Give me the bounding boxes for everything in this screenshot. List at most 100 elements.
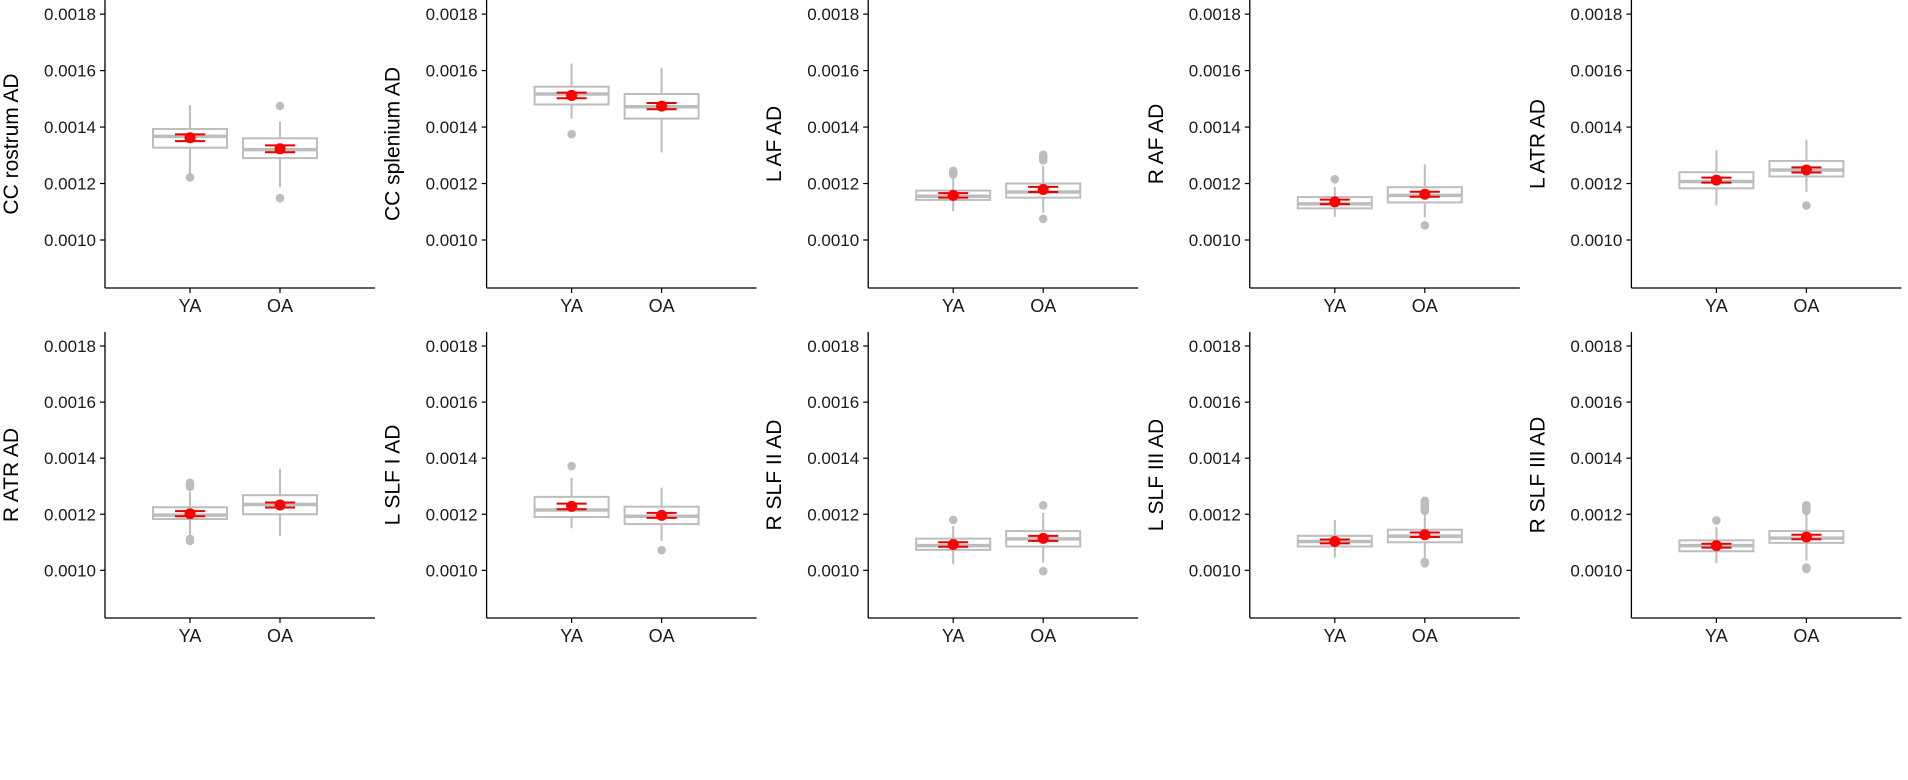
outlier-point [185, 173, 195, 182]
mean-point [1710, 540, 1722, 552]
outlier-point [1420, 221, 1430, 230]
y-axis-title: L SLF III AD [1145, 419, 1168, 531]
chart-panel: 0.0010 0.0012 0.0014 0.0016 0.0018 R SLF III … [1526, 332, 1902, 646]
x-tick-label: OA [1030, 296, 1056, 316]
y-tick-label: 0.0012 [807, 505, 859, 524]
y-axis-title: L AF AD [763, 106, 786, 182]
chart-panel: 0.0010 0.0012 0.0014 0.0016 0.0018 R ATR AD YA… [0, 332, 375, 646]
y-tick-label: 0.0018 [1570, 337, 1622, 356]
mean-point [947, 539, 959, 551]
y-tick-label: 0.0012 [426, 175, 478, 194]
y-tick-label: 0.0016 [426, 62, 478, 81]
y-tick-label: 0.0012 [1189, 505, 1241, 524]
outlier-point [567, 129, 576, 139]
y-tick-label: 0.0018 [807, 5, 859, 24]
outlier-point [1712, 516, 1721, 525]
x-tick-label: OA [267, 296, 293, 316]
outlier-point [1420, 559, 1430, 568]
mean-point [1037, 532, 1049, 544]
y-axis-title: R ATR AD [0, 428, 23, 522]
y-tick-label: 0.0012 [1570, 175, 1622, 194]
y-tick-label: 0.0016 [807, 393, 859, 412]
x-tick-label: OA [649, 626, 675, 646]
mean-point [656, 509, 668, 521]
chart-panel: 0.0010 0.0012 0.0014 0.0016 0.0018 L SLF III … [1145, 332, 1520, 646]
y-tick-label: 0.0012 [1570, 505, 1622, 524]
mean-point [947, 189, 959, 201]
y-tick-label: 0.0016 [44, 62, 96, 81]
mean-point [274, 499, 286, 511]
y-tick-label: 0.0010 [44, 231, 96, 250]
y-tick-label: 0.0014 [807, 118, 859, 137]
x-tick-label: YA [942, 626, 965, 646]
x-tick-label: YA [1323, 296, 1346, 316]
mean-point [1329, 196, 1341, 208]
mean-point [1419, 529, 1431, 541]
y-tick-label: 0.0018 [426, 337, 478, 356]
outlier-point [948, 170, 958, 179]
chart-panel: 0.0010 0.0012 0.0014 0.0016 0.0018 R AF AD YA O… [1145, 0, 1520, 316]
outlier-point [185, 482, 195, 492]
y-tick-label: 0.0016 [426, 393, 478, 412]
y-tick-label: 0.0014 [807, 449, 859, 468]
outlier-point [1038, 156, 1048, 165]
x-tick-label: OA [267, 626, 293, 646]
y-tick-label: 0.0010 [1189, 561, 1241, 580]
outlier-point [185, 536, 195, 546]
x-tick-label: OA [1412, 626, 1438, 646]
y-tick-label: 0.0010 [807, 561, 859, 580]
y-tick-label: 0.0016 [44, 393, 96, 412]
y-axis-title: CC splenium AD [382, 67, 405, 221]
y-tick-label: 0.0014 [44, 449, 96, 468]
y-axis-title: R SLF III AD [1526, 417, 1549, 534]
x-tick-label: YA [560, 626, 583, 646]
x-tick-label: OA [649, 296, 675, 316]
y-tick-label: 0.0016 [807, 62, 859, 81]
x-tick-label: YA [1705, 296, 1728, 316]
y-tick-label: 0.0012 [807, 175, 859, 194]
mean-point [1710, 174, 1722, 186]
y-axis-title: L ATR AD [1526, 99, 1549, 189]
outlier-point [1330, 174, 1340, 184]
y-tick-label: 0.0012 [1189, 175, 1241, 194]
outlier-point [275, 101, 285, 111]
y-tick-label: 0.0014 [1189, 449, 1241, 468]
x-tick-label: YA [179, 296, 202, 316]
y-tick-label: 0.0016 [1189, 62, 1241, 81]
y-tick-label: 0.0018 [1189, 337, 1241, 356]
mean-point [1329, 535, 1341, 547]
outlier-point [1802, 506, 1811, 516]
y-tick-label: 0.0014 [1189, 118, 1241, 137]
outlier-point [657, 545, 666, 555]
outlier-point [567, 461, 576, 471]
mean-point [656, 100, 668, 112]
y-tick-label: 0.0018 [807, 337, 859, 356]
y-tick-label: 0.0012 [44, 175, 96, 194]
outlier-point [1038, 214, 1048, 224]
mean-point [1800, 164, 1812, 176]
y-tick-label: 0.0014 [44, 118, 96, 137]
y-tick-label: 0.0018 [44, 337, 96, 356]
y-axis-title: R AF AD [1145, 104, 1168, 185]
chart-panel: 0.0010 0.0012 0.0014 0.0016 0.0018 CC spleniu… [382, 0, 757, 316]
y-tick-label: 0.0010 [1189, 231, 1241, 250]
mean-point [184, 132, 196, 144]
y-tick-label: 0.0010 [44, 561, 96, 580]
y-tick-label: 0.0016 [1570, 393, 1622, 412]
y-tick-label: 0.0010 [1570, 561, 1622, 580]
x-tick-label: YA [942, 296, 965, 316]
x-tick-label: OA [1793, 296, 1819, 316]
y-tick-label: 0.0018 [1570, 5, 1622, 24]
y-tick-label: 0.0012 [426, 505, 478, 524]
x-tick-label: YA [179, 626, 202, 646]
y-tick-label: 0.0010 [1570, 231, 1622, 250]
y-tick-label: 0.0018 [426, 5, 478, 24]
x-tick-label: OA [1030, 626, 1056, 646]
outlier-point [1420, 506, 1430, 516]
chart-panel: 0.0010 0.0012 0.0014 0.0016 0.0018 L ATR AD YA… [1526, 0, 1902, 316]
y-tick-label: 0.0018 [1189, 5, 1241, 24]
x-tick-label: YA [1705, 626, 1728, 646]
y-axis-title: R SLF II AD [763, 420, 786, 531]
chart-panel: 0.0010 0.0012 0.0014 0.0016 0.0018 L SLF I AD… [382, 332, 757, 646]
